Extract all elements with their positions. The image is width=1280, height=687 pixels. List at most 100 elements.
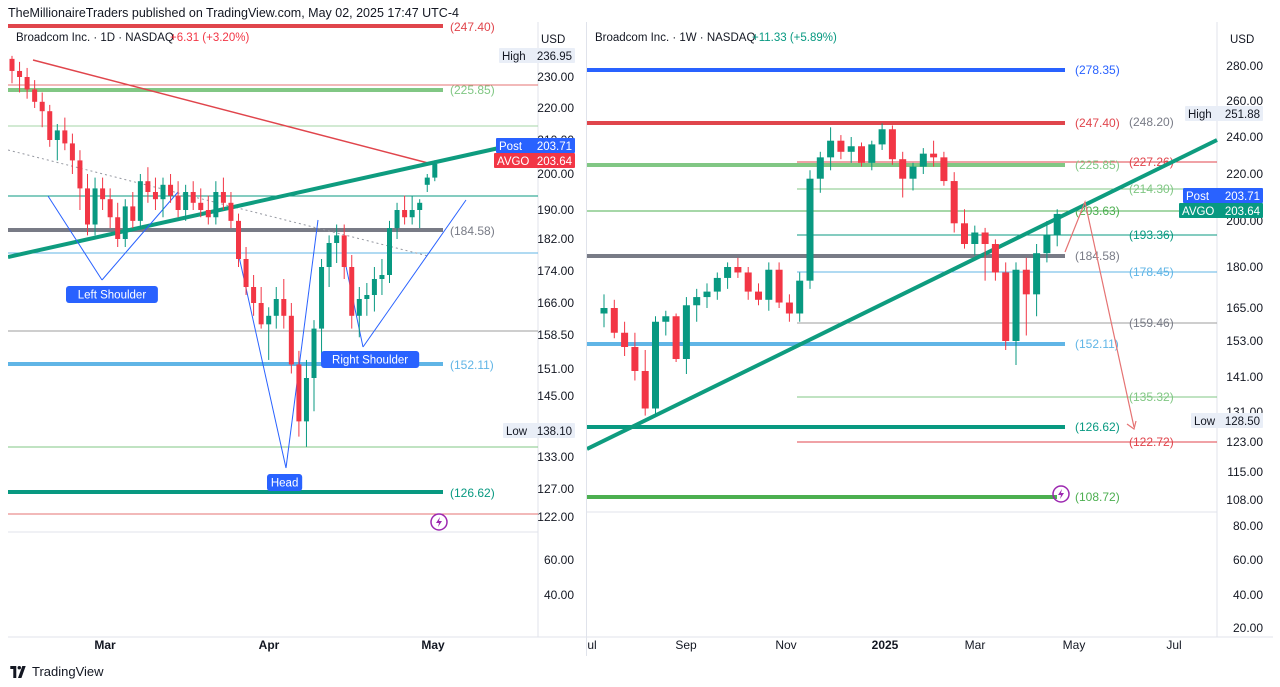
level-126-label: (126.62) [1075, 420, 1120, 434]
daily-candle-15 [122, 206, 128, 239]
level-122-label: (122.72) [1129, 435, 1174, 449]
daily-last-tag-label: AVGO [497, 156, 529, 168]
weekly-high-tag-label: High [1188, 109, 1212, 121]
weekly-candle-17 [775, 269, 783, 303]
daily-low-tag-value: 138.10 [537, 426, 572, 438]
daily-chart-svg[interactable]: (247.40) (225.85) (184.58) (152.11) (126.62)… [7, 20, 586, 656]
weekly-candle-40 [1012, 269, 1020, 341]
level-178-label: (178.45) [1129, 265, 1174, 279]
daily-candle-39 [303, 378, 309, 422]
weekly-candle-9 [693, 297, 701, 306]
weekly-xtick-1: Sep [675, 638, 697, 652]
weekly-candle-32 [930, 153, 938, 158]
daily-candle-55 [424, 177, 430, 185]
weekly-candle-30 [909, 166, 917, 179]
daily-candle-43 [334, 235, 340, 243]
daily-xtick-2: May [421, 638, 445, 652]
weekly-candle-38 [991, 244, 999, 273]
weekly-candle-43 [1043, 234, 1051, 254]
green-trendline-weekly [586, 138, 1218, 451]
daily-high-tag-value: 236.95 [537, 51, 572, 63]
weekly-candle-16 [765, 269, 773, 300]
daily-candle-48 [371, 279, 377, 295]
chart-panel-weekly[interactable]: (278.35) (247.40) (248.20) (227.26) (225.85)… [581, 22, 1273, 656]
weekly-currency: USD [1230, 34, 1254, 46]
weekly-candle-18 [785, 302, 793, 314]
level-225-label: (225.85) [1075, 158, 1120, 172]
weekly-ytick-14: 108.00 [1226, 493, 1263, 507]
daily-candle-45 [349, 267, 355, 316]
weekly-candle-7 [672, 316, 680, 359]
weekly-candle-8 [682, 305, 690, 359]
level-135-label: (135.32) [1129, 390, 1174, 404]
lightning-icon-weekly [1052, 485, 1070, 503]
daily-title: Broadcom Inc. · 1D · NASDAQ [16, 32, 174, 44]
weekly-ytick-16: 60.00 [1233, 553, 1263, 567]
chart-panel-daily[interactable]: (247.40) (225.85) (184.58) (152.11) (126.62)… [7, 20, 586, 656]
weekly-xtick-6: Jul [1166, 638, 1181, 652]
daily-candle-26 [205, 210, 211, 218]
weekly-high-tag-value: 251.88 [1225, 109, 1260, 121]
pattern-line-1 [101, 191, 179, 281]
daily-candle-7 [62, 130, 68, 144]
daily-candle-11 [92, 188, 98, 225]
weekly-candle-37 [981, 232, 989, 244]
weekly-ytick-3: 240.00 [1226, 130, 1263, 144]
weekly-low-tag-bg [1191, 413, 1263, 428]
weekly-ytick-15: 80.00 [1233, 519, 1263, 533]
footer: TradingView [10, 664, 104, 679]
daily-ytick-2: 220.00 [537, 101, 574, 115]
weekly-ytick-6: 180.00 [1226, 260, 1263, 274]
weekly-candle-11 [713, 277, 721, 292]
weekly-candle-15 [755, 291, 762, 300]
weekly-candle-21 [816, 157, 824, 179]
weekly-change: +11.33 (+5.89%) [752, 32, 837, 44]
daily-candle-16 [130, 206, 136, 221]
daily-candle-14 [115, 217, 121, 239]
weekly-candle-44 [1053, 213, 1061, 235]
daily-ytick-6: 182.00 [537, 232, 574, 246]
weekly-candle-35 [961, 223, 968, 244]
publisher-text: TheMillionaireTraders published on Tradi… [8, 6, 459, 20]
daily-candle-23 [183, 192, 189, 210]
daily-candle-0 [9, 58, 15, 71]
daily-ytick-17: 40.00 [544, 588, 574, 602]
level-278-label: (278.35) [1075, 63, 1120, 77]
pattern-line-5 [362, 199, 467, 348]
daily-candle-44 [341, 235, 347, 267]
daily-ytick-16: 60.00 [544, 553, 574, 567]
daily-candle-6 [54, 130, 60, 140]
weekly-candle-0 [600, 308, 608, 314]
weekly-last-tag-label: AVGO [1182, 206, 1214, 218]
daily-candle-25 [198, 202, 204, 210]
level-label-152: (152.11) [450, 358, 494, 372]
daily-high-tag-bg [499, 48, 575, 63]
daily-ytick-1: 230.00 [537, 70, 574, 84]
weekly-candle-19 [796, 280, 804, 314]
daily-candle-17 [137, 181, 143, 221]
daily-low-tag-label: Low [506, 426, 528, 438]
pattern-line-0 [47, 195, 103, 281]
daily-candle-22 [175, 195, 181, 210]
weekly-candle-41 [1022, 269, 1030, 295]
daily-candle-51 [394, 210, 400, 229]
daily-candle-18 [145, 181, 151, 192]
daily-candle-52 [402, 210, 408, 218]
daily-candle-47 [364, 295, 370, 299]
weekly-chart-svg[interactable]: (278.35) (247.40) (248.20) (227.26) (225.85)… [581, 22, 1273, 656]
lightning-icon [430, 513, 448, 531]
weekly-candle-6 [662, 316, 670, 322]
daily-candle-54 [417, 202, 423, 210]
level-193-label: (193.36) [1129, 228, 1174, 242]
publisher-header: TheMillionaireTraders published on Tradi… [8, 6, 459, 20]
weekly-last-tag-value: 203.64 [1225, 206, 1261, 218]
daily-ytick-7: 174.00 [537, 264, 574, 278]
daily-candle-28 [220, 192, 226, 203]
pattern-line-3 [285, 219, 319, 469]
daily-last-tag-value: 203.64 [537, 156, 573, 168]
daily-candle-34 [266, 315, 272, 325]
weekly-title: Broadcom Inc. · 1W · NASDAQ [595, 32, 755, 44]
weekly-post-tag-bg [1183, 188, 1263, 203]
weekly-ytick-12: 123.00 [1226, 435, 1263, 449]
weekly-ytick-13: 115.00 [1227, 465, 1263, 479]
